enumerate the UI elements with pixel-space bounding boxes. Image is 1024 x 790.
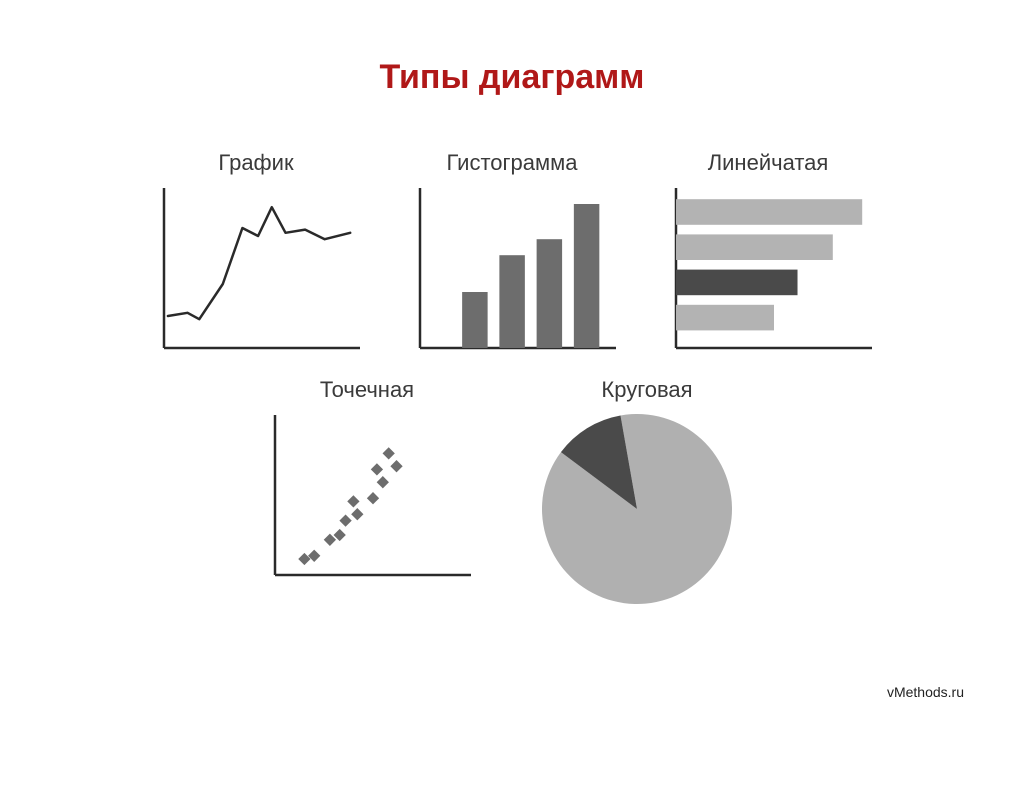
- line-chart-label: График: [218, 150, 293, 176]
- line-chart: [146, 182, 366, 367]
- histogram-label: Гистограмма: [446, 150, 577, 176]
- scatter-svg: [257, 409, 477, 589]
- line-chart-cell: График: [146, 150, 366, 367]
- pie-cell: Круговая: [527, 377, 767, 624]
- hbar-label: Линейчатая: [708, 150, 829, 176]
- histogram-svg: [402, 182, 622, 362]
- page: { "title": { "text": "Типы диаграмм", "c…: [0, 23, 1024, 790]
- pie-label: Круговая: [601, 377, 692, 403]
- scatter-chart: [257, 409, 477, 594]
- histogram-chart: [402, 182, 622, 367]
- scatter-label: Точечная: [320, 377, 414, 403]
- pie-chart: [527, 409, 767, 624]
- hbar-chart: [658, 182, 878, 367]
- hbar-svg: [658, 182, 878, 362]
- hbar-cell: Линейчатая: [658, 150, 878, 367]
- histogram-cell: Гистограмма: [402, 150, 622, 367]
- scatter-cell: Точечная: [257, 377, 477, 624]
- chart-row-1: График Гистограмма Линейчатая: [146, 150, 878, 367]
- page-title: Типы диаграмм: [0, 23, 1024, 127]
- chart-grid: График Гистограмма Линейчатая: [0, 150, 1024, 624]
- chart-row-2: Точечная Круговая: [257, 377, 767, 624]
- line-chart-svg: [146, 182, 366, 362]
- pie-svg: [527, 409, 767, 619]
- attribution: vMethods.ru: [887, 684, 964, 700]
